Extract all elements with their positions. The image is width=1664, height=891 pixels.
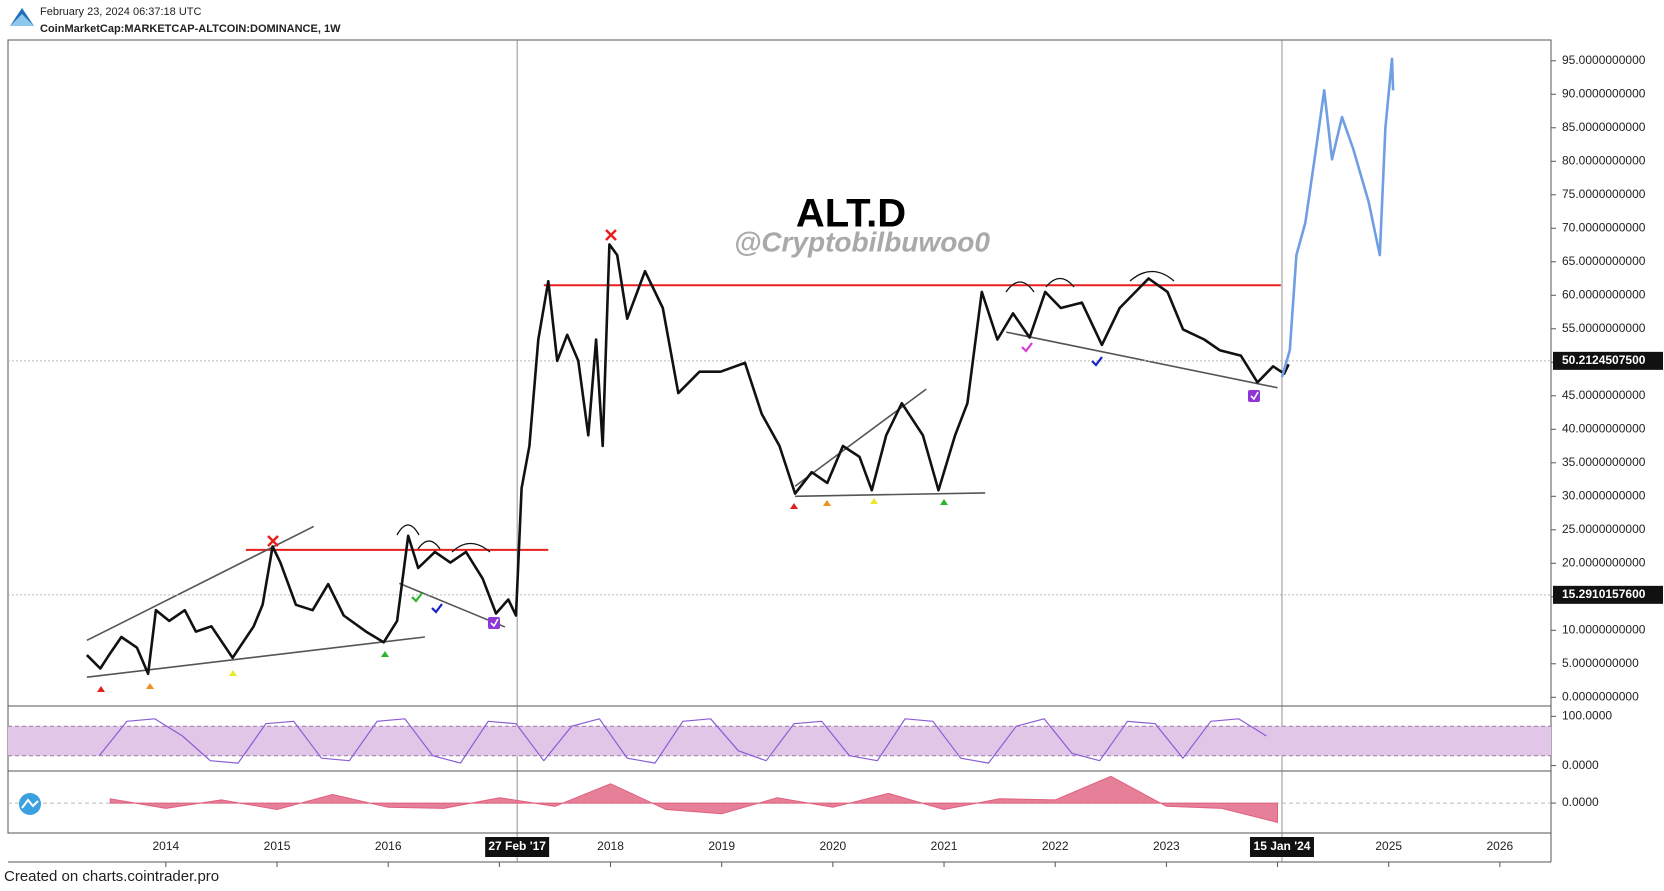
watermark: @Cryptobilbuwoo0 [734, 226, 990, 257]
triangle [97, 686, 105, 692]
y-tick-label: 20.0000000000 [1562, 555, 1646, 569]
y-tick-label: 40.0000000000 [1562, 421, 1646, 435]
y-tick-label: 5.0000000000 [1562, 656, 1639, 670]
x-tick-label: 2015 [264, 839, 291, 853]
y-tick-label: 35.0000000000 [1562, 455, 1646, 469]
check [1250, 391, 1259, 401]
triangle [940, 499, 948, 505]
price-label: 50.2124507500 [1562, 353, 1646, 367]
y-tick-label: 80.0000000000 [1562, 153, 1646, 167]
price-line [1280, 57, 1395, 378]
triangle [790, 503, 798, 509]
triangle [229, 670, 237, 676]
x-tick-label: 2018 [597, 839, 624, 853]
check-boxes [411, 342, 1260, 629]
x-tick-label: 2025 [1375, 839, 1402, 853]
drawn-line [795, 492, 986, 498]
y-tick-label: 45.0000000000 [1562, 388, 1646, 402]
triangle [146, 683, 154, 689]
triangle [870, 498, 878, 504]
y-tick-label: 60.0000000000 [1562, 287, 1646, 301]
triangle [381, 651, 389, 657]
indicator-icon [19, 793, 41, 815]
drawn-line [1006, 331, 1278, 389]
histogram-area [109, 775, 1279, 823]
x-mark [605, 229, 617, 241]
x-tick-label: 2020 [820, 839, 847, 853]
y-tick-label: 55.0000000000 [1562, 321, 1646, 335]
x-tick-label: 2022 [1042, 839, 1069, 853]
check-box [488, 617, 500, 629]
chart-title: ALT.D [796, 192, 906, 236]
y-tick-label: 10.0000000000 [1562, 622, 1646, 636]
check-box [1248, 390, 1260, 402]
date-label-box [485, 837, 550, 857]
arc [396, 524, 420, 536]
date-label-box [1249, 837, 1314, 857]
arc [1005, 281, 1035, 293]
price-label-box [1553, 585, 1663, 604]
logo-inner [10, 14, 34, 26]
check [1021, 342, 1033, 353]
y-tick-label: 90.0000000000 [1562, 86, 1646, 100]
check [431, 603, 443, 614]
y-tick-label: 25.0000000000 [1562, 522, 1646, 536]
y-tick-label: 30.0000000000 [1562, 488, 1646, 502]
triangle [823, 500, 831, 506]
arc [1129, 270, 1175, 282]
price-line [98, 718, 1267, 764]
x-mark [267, 535, 279, 547]
y-tick-label: 0.0000000000 [1562, 689, 1639, 703]
x-tick-label: 2014 [153, 839, 180, 853]
y-tick-label: 75.0000000000 [1562, 187, 1646, 201]
arc [417, 540, 441, 550]
y-tick-label: 65.0000000000 [1562, 254, 1646, 268]
price-label: 15.2910157600 [1562, 587, 1646, 601]
y-tick-label: 85.0000000000 [1562, 120, 1646, 134]
band-fill [8, 726, 1551, 756]
top-markers [267, 229, 617, 547]
check [411, 592, 423, 603]
signal-triangles [97, 498, 948, 692]
drawn-line [86, 636, 425, 678]
y-tick-label: 95.0000000000 [1562, 53, 1646, 67]
price-label-box [1553, 351, 1663, 370]
indicator-icon-mark [21, 798, 39, 809]
footer: Created on charts.cointrader.pro [4, 868, 219, 885]
y-tick-label: 70.0000000000 [1562, 220, 1646, 234]
price-line [85, 243, 1290, 676]
header-date: February 23, 2024 06:37:18 UTC [40, 6, 201, 18]
check [1091, 356, 1103, 367]
arc [1045, 277, 1075, 288]
y-tick-label: 0.0000 [1562, 758, 1599, 772]
check [490, 618, 499, 628]
pattern-arcs [396, 270, 1175, 553]
x-tick-label: 2023 [1153, 839, 1180, 853]
drawn-line [399, 582, 506, 628]
date-label: 15 Jan '24 [1254, 839, 1311, 853]
x-tick-label: 2016 [375, 839, 402, 853]
x-tick-label: 2019 [708, 839, 735, 853]
header-symbol: CoinMarketCap:MARKETCAP-ALTCOIN:DOMINANC… [40, 23, 341, 35]
y-tick-label: 100.0000 [1562, 709, 1612, 723]
x-tick-label: 2026 [1487, 839, 1514, 853]
arc [451, 542, 491, 553]
date-label: 27 Feb '17 [488, 839, 546, 853]
y-tick-label: 0.0000 [1562, 795, 1599, 809]
x-tick-label: 2021 [931, 839, 958, 853]
